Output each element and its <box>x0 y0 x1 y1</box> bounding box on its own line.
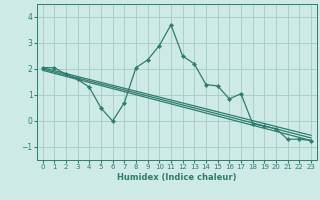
X-axis label: Humidex (Indice chaleur): Humidex (Indice chaleur) <box>117 173 236 182</box>
